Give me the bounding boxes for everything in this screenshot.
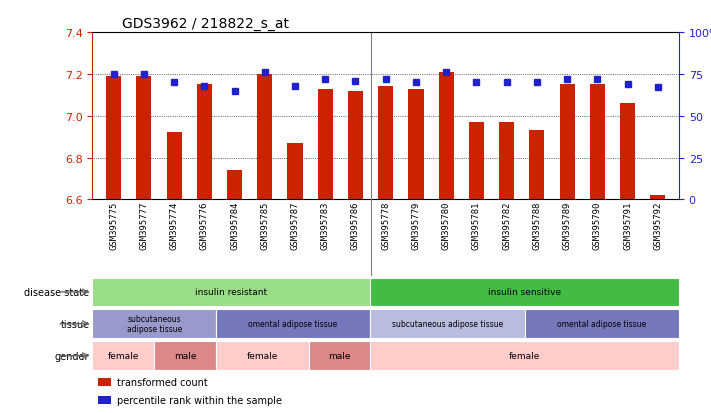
Text: GSM395774: GSM395774 bbox=[169, 202, 178, 250]
Bar bbox=[166, 133, 181, 200]
Text: GDS3962 / 218822_s_at: GDS3962 / 218822_s_at bbox=[122, 17, 289, 31]
Bar bbox=[370, 310, 525, 338]
Text: GSM395787: GSM395787 bbox=[291, 202, 299, 250]
Bar bbox=[216, 342, 309, 370]
Text: GSM395791: GSM395791 bbox=[623, 202, 632, 250]
Bar bbox=[92, 342, 154, 370]
Text: GSM395776: GSM395776 bbox=[200, 202, 209, 250]
Bar bbox=[98, 378, 111, 386]
Text: percentile rank within the sample: percentile rank within the sample bbox=[117, 395, 282, 405]
Text: gender: gender bbox=[55, 351, 90, 361]
Bar bbox=[439, 73, 454, 200]
Bar bbox=[216, 310, 370, 338]
Text: male: male bbox=[328, 351, 351, 360]
Text: male: male bbox=[173, 351, 196, 360]
Text: GSM395786: GSM395786 bbox=[351, 202, 360, 250]
Text: GSM395782: GSM395782 bbox=[502, 202, 511, 250]
Bar bbox=[620, 104, 635, 200]
Bar bbox=[529, 131, 545, 200]
Text: GSM395781: GSM395781 bbox=[472, 202, 481, 250]
Bar bbox=[651, 196, 665, 200]
Bar bbox=[227, 171, 242, 200]
Bar bbox=[197, 85, 212, 200]
Text: insulin sensitive: insulin sensitive bbox=[488, 288, 561, 297]
Bar bbox=[154, 342, 216, 370]
Text: female: female bbox=[247, 351, 278, 360]
Bar bbox=[92, 278, 370, 306]
Bar bbox=[499, 123, 514, 200]
Text: insulin resistant: insulin resistant bbox=[196, 288, 267, 297]
Bar bbox=[98, 396, 111, 404]
Text: GSM395783: GSM395783 bbox=[321, 202, 330, 250]
Text: subcutaneous adipose tissue: subcutaneous adipose tissue bbox=[392, 320, 503, 328]
Text: subcutaneous
adipose tissue: subcutaneous adipose tissue bbox=[127, 314, 182, 334]
Text: GSM395789: GSM395789 bbox=[562, 202, 572, 250]
Bar bbox=[408, 89, 424, 200]
Bar bbox=[309, 342, 370, 370]
Text: GSM395777: GSM395777 bbox=[139, 202, 149, 250]
Bar bbox=[590, 85, 605, 200]
Bar bbox=[469, 123, 484, 200]
Bar bbox=[348, 91, 363, 200]
Bar bbox=[378, 87, 393, 200]
Text: female: female bbox=[107, 351, 139, 360]
Text: GSM395784: GSM395784 bbox=[230, 202, 239, 250]
Text: GSM395779: GSM395779 bbox=[412, 202, 420, 250]
Bar bbox=[370, 278, 679, 306]
Text: omental adipose tissue: omental adipose tissue bbox=[557, 320, 646, 328]
Bar bbox=[106, 77, 121, 200]
Bar bbox=[560, 85, 574, 200]
Text: disease state: disease state bbox=[24, 287, 90, 297]
Text: GSM395775: GSM395775 bbox=[109, 202, 118, 250]
Text: GSM395790: GSM395790 bbox=[593, 202, 602, 250]
Bar bbox=[92, 310, 216, 338]
Text: GSM395788: GSM395788 bbox=[533, 202, 541, 250]
Text: GSM395778: GSM395778 bbox=[381, 202, 390, 250]
Bar bbox=[257, 75, 272, 200]
Bar bbox=[525, 310, 679, 338]
Text: transformed count: transformed count bbox=[117, 377, 208, 387]
Bar bbox=[318, 89, 333, 200]
Text: GSM395785: GSM395785 bbox=[260, 202, 269, 250]
Text: GSM395780: GSM395780 bbox=[442, 202, 451, 250]
Text: tissue: tissue bbox=[60, 319, 90, 329]
Bar bbox=[287, 144, 303, 200]
Bar bbox=[370, 342, 679, 370]
Text: female: female bbox=[509, 351, 540, 360]
Text: omental adipose tissue: omental adipose tissue bbox=[248, 320, 338, 328]
Bar bbox=[137, 77, 151, 200]
Text: GSM395792: GSM395792 bbox=[653, 202, 663, 250]
